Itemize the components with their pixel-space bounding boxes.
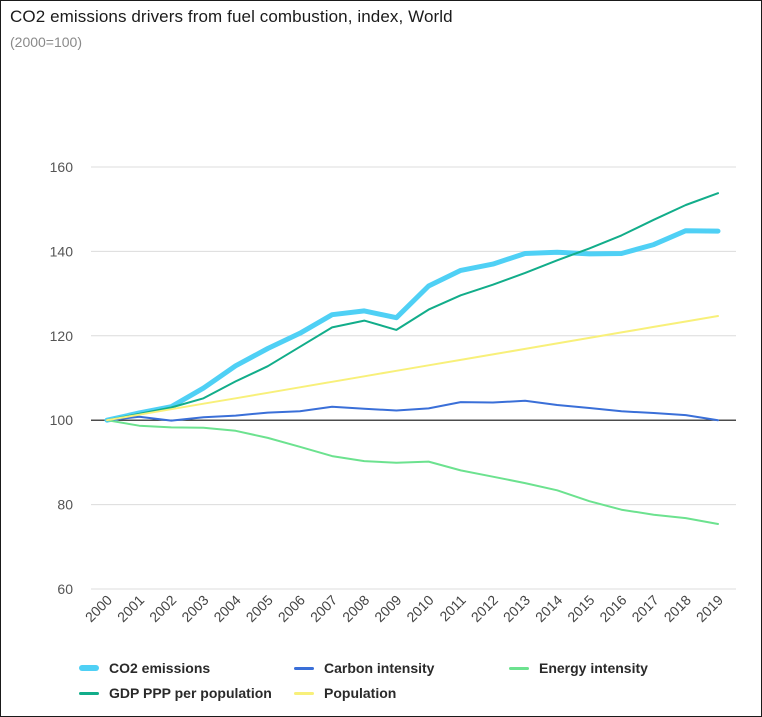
x-tick-label: 2006 <box>275 592 308 625</box>
x-axis-ticks: 2000200120022003200420052006200720082009… <box>82 592 726 625</box>
x-tick-label: 2001 <box>114 592 147 625</box>
x-tick-label: 2018 <box>661 592 694 625</box>
x-tick-label: 2015 <box>564 592 597 625</box>
x-tick-label: 2009 <box>371 592 404 625</box>
series-lines <box>104 192 721 525</box>
x-tick-label: 2002 <box>146 592 179 625</box>
legend-swatch <box>79 691 99 695</box>
legend-label: Energy intensity <box>539 660 648 676</box>
x-tick-label: 2017 <box>628 592 661 625</box>
chart-title: CO2 emissions drivers from fuel combusti… <box>10 7 453 26</box>
legend-item-carbon-intensity[interactable]: Carbon intensity <box>294 658 434 678</box>
chart-subtitle: (2000=100) <box>10 34 83 50</box>
grid-lines <box>91 166 736 590</box>
series-line-energy-intensity <box>106 419 719 525</box>
x-tick-label: 2003 <box>178 592 211 625</box>
series-line-gdp-ppp-per-population <box>106 192 719 422</box>
y-tick-label: 80 <box>57 497 73 513</box>
x-tick-label: 2005 <box>243 592 276 625</box>
x-tick-label: 2004 <box>210 592 243 625</box>
legend-swatch <box>294 691 314 695</box>
x-tick-label: 2011 <box>436 592 469 625</box>
legend-swatch <box>79 665 99 671</box>
legend-item-population[interactable]: Population <box>294 683 396 703</box>
legend-item-co2-emissions[interactable]: CO2 emissions <box>79 658 210 678</box>
legend-item-gdp-ppp-per-population[interactable]: GDP PPP per population <box>79 683 272 703</box>
x-tick-label: 2008 <box>339 592 372 625</box>
x-tick-label: 2014 <box>532 592 565 625</box>
series-line-carbon-intensity <box>106 399 719 422</box>
legend-label: GDP PPP per population <box>109 685 272 701</box>
y-tick-label: 100 <box>50 412 74 428</box>
x-tick-label: 2010 <box>403 592 436 625</box>
y-tick-label: 60 <box>57 581 73 597</box>
legend: CO2 emissions Carbon intensity Energy in… <box>79 656 759 708</box>
series-line-co2-emissions <box>104 228 721 423</box>
y-tick-label: 140 <box>50 243 74 259</box>
legend-label: Population <box>324 685 397 701</box>
legend-label: Carbon intensity <box>324 660 435 676</box>
legend-swatch <box>294 666 314 670</box>
legend-swatch <box>509 666 529 670</box>
x-tick-label: 2013 <box>500 592 533 625</box>
x-tick-label: 2007 <box>307 592 340 625</box>
x-tick-label: 2016 <box>596 592 629 625</box>
y-tick-label: 120 <box>50 328 74 344</box>
x-tick-label: 2019 <box>693 592 726 625</box>
series-line-population <box>106 315 719 422</box>
legend-item-energy-intensity[interactable]: Energy intensity <box>509 658 648 678</box>
x-tick-label: 2000 <box>82 592 115 625</box>
y-tick-label: 160 <box>50 159 74 175</box>
x-tick-label: 2012 <box>468 592 501 625</box>
y-axis-ticks: 60 80 100 120 140 160 <box>50 159 74 597</box>
legend-label: CO2 emissions <box>109 660 211 676</box>
